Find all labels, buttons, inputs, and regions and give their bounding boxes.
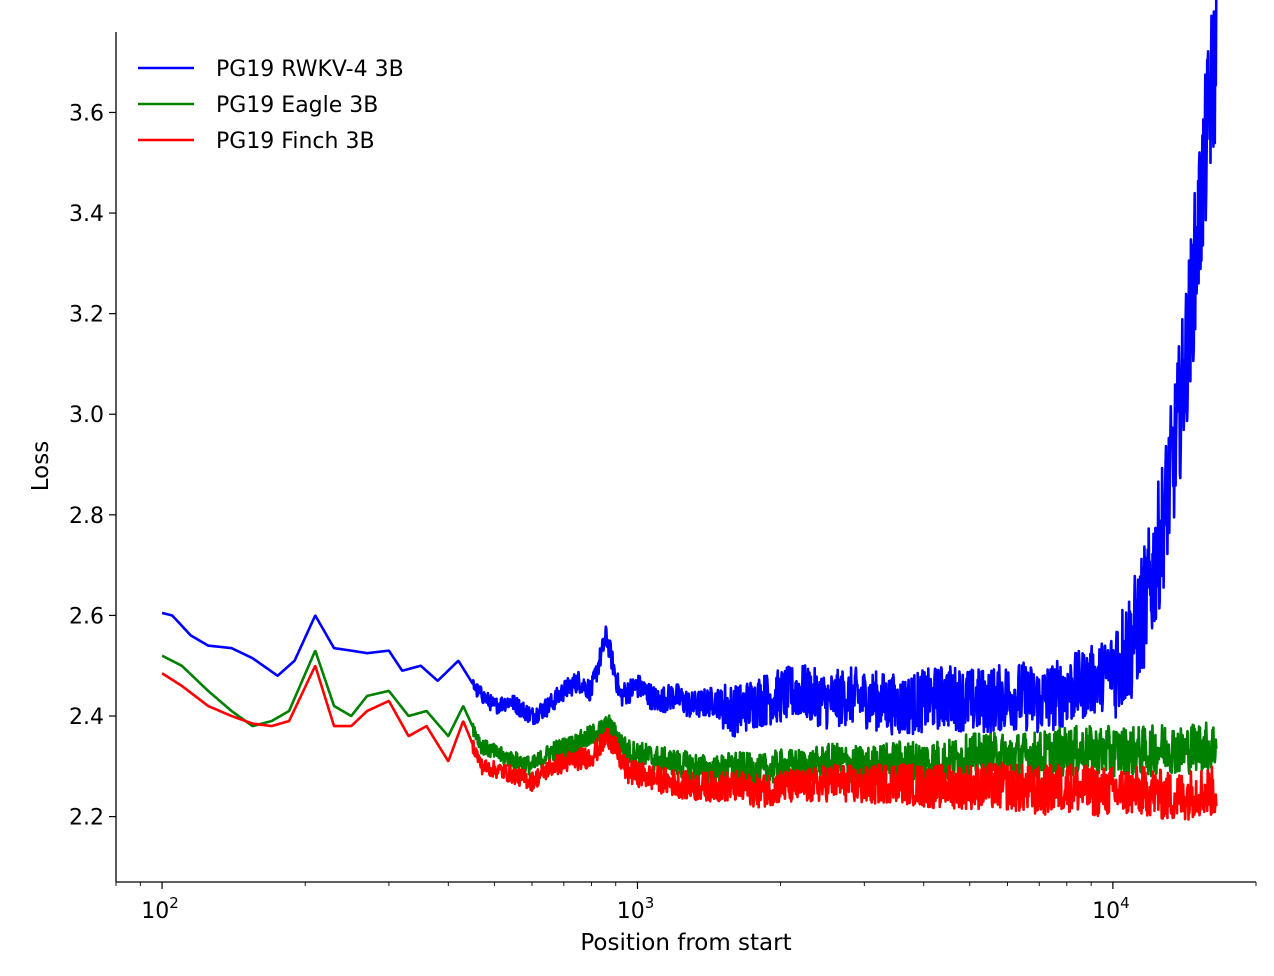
legend-label: PG19 Eagle 3B xyxy=(216,93,378,118)
x-tick-exponent: 2 xyxy=(169,894,179,912)
y-tick-label: 3.4 xyxy=(69,202,104,227)
legend-label: PG19 Finch 3B xyxy=(216,129,375,154)
y-tick-label: 3.6 xyxy=(69,101,104,126)
y-ticks: 2.2 2.4 2.6 2.8 3.0 3.2 3.4 3.6 xyxy=(69,101,116,831)
x-ticks: 102 103 104 xyxy=(115,882,1257,924)
y-tick-label: 2.2 xyxy=(69,806,104,831)
x-tick-base: 10 xyxy=(141,899,169,924)
series-line-1 xyxy=(161,0,1218,738)
y-axis-label: Loss xyxy=(28,441,54,491)
x-tick-exponent: 3 xyxy=(645,894,655,912)
plot-lines xyxy=(161,0,1218,821)
y-tick-label: 2.6 xyxy=(69,604,104,629)
series-line-2 xyxy=(161,649,1218,788)
x-tick-label: 104 xyxy=(1092,894,1130,924)
series-line-3 xyxy=(161,664,1218,821)
legend: PG19 RWKV-4 3B PG19 Eagle 3B PG19 Finch 3B xyxy=(138,57,404,154)
x-axis-label: Position from start xyxy=(580,930,791,956)
legend-label: PG19 RWKV-4 3B xyxy=(216,57,404,82)
x-tick-base: 10 xyxy=(617,899,645,924)
x-tick-exponent: 4 xyxy=(1120,894,1130,912)
x-tick-label: 102 xyxy=(141,894,179,924)
x-tick-label: 103 xyxy=(617,894,655,924)
y-tick-label: 3.2 xyxy=(69,303,104,328)
y-tick-label: 3.0 xyxy=(69,403,104,428)
x-tick-base: 10 xyxy=(1092,899,1120,924)
y-tick-label: 2.4 xyxy=(69,705,104,730)
y-tick-label: 2.8 xyxy=(69,504,104,529)
